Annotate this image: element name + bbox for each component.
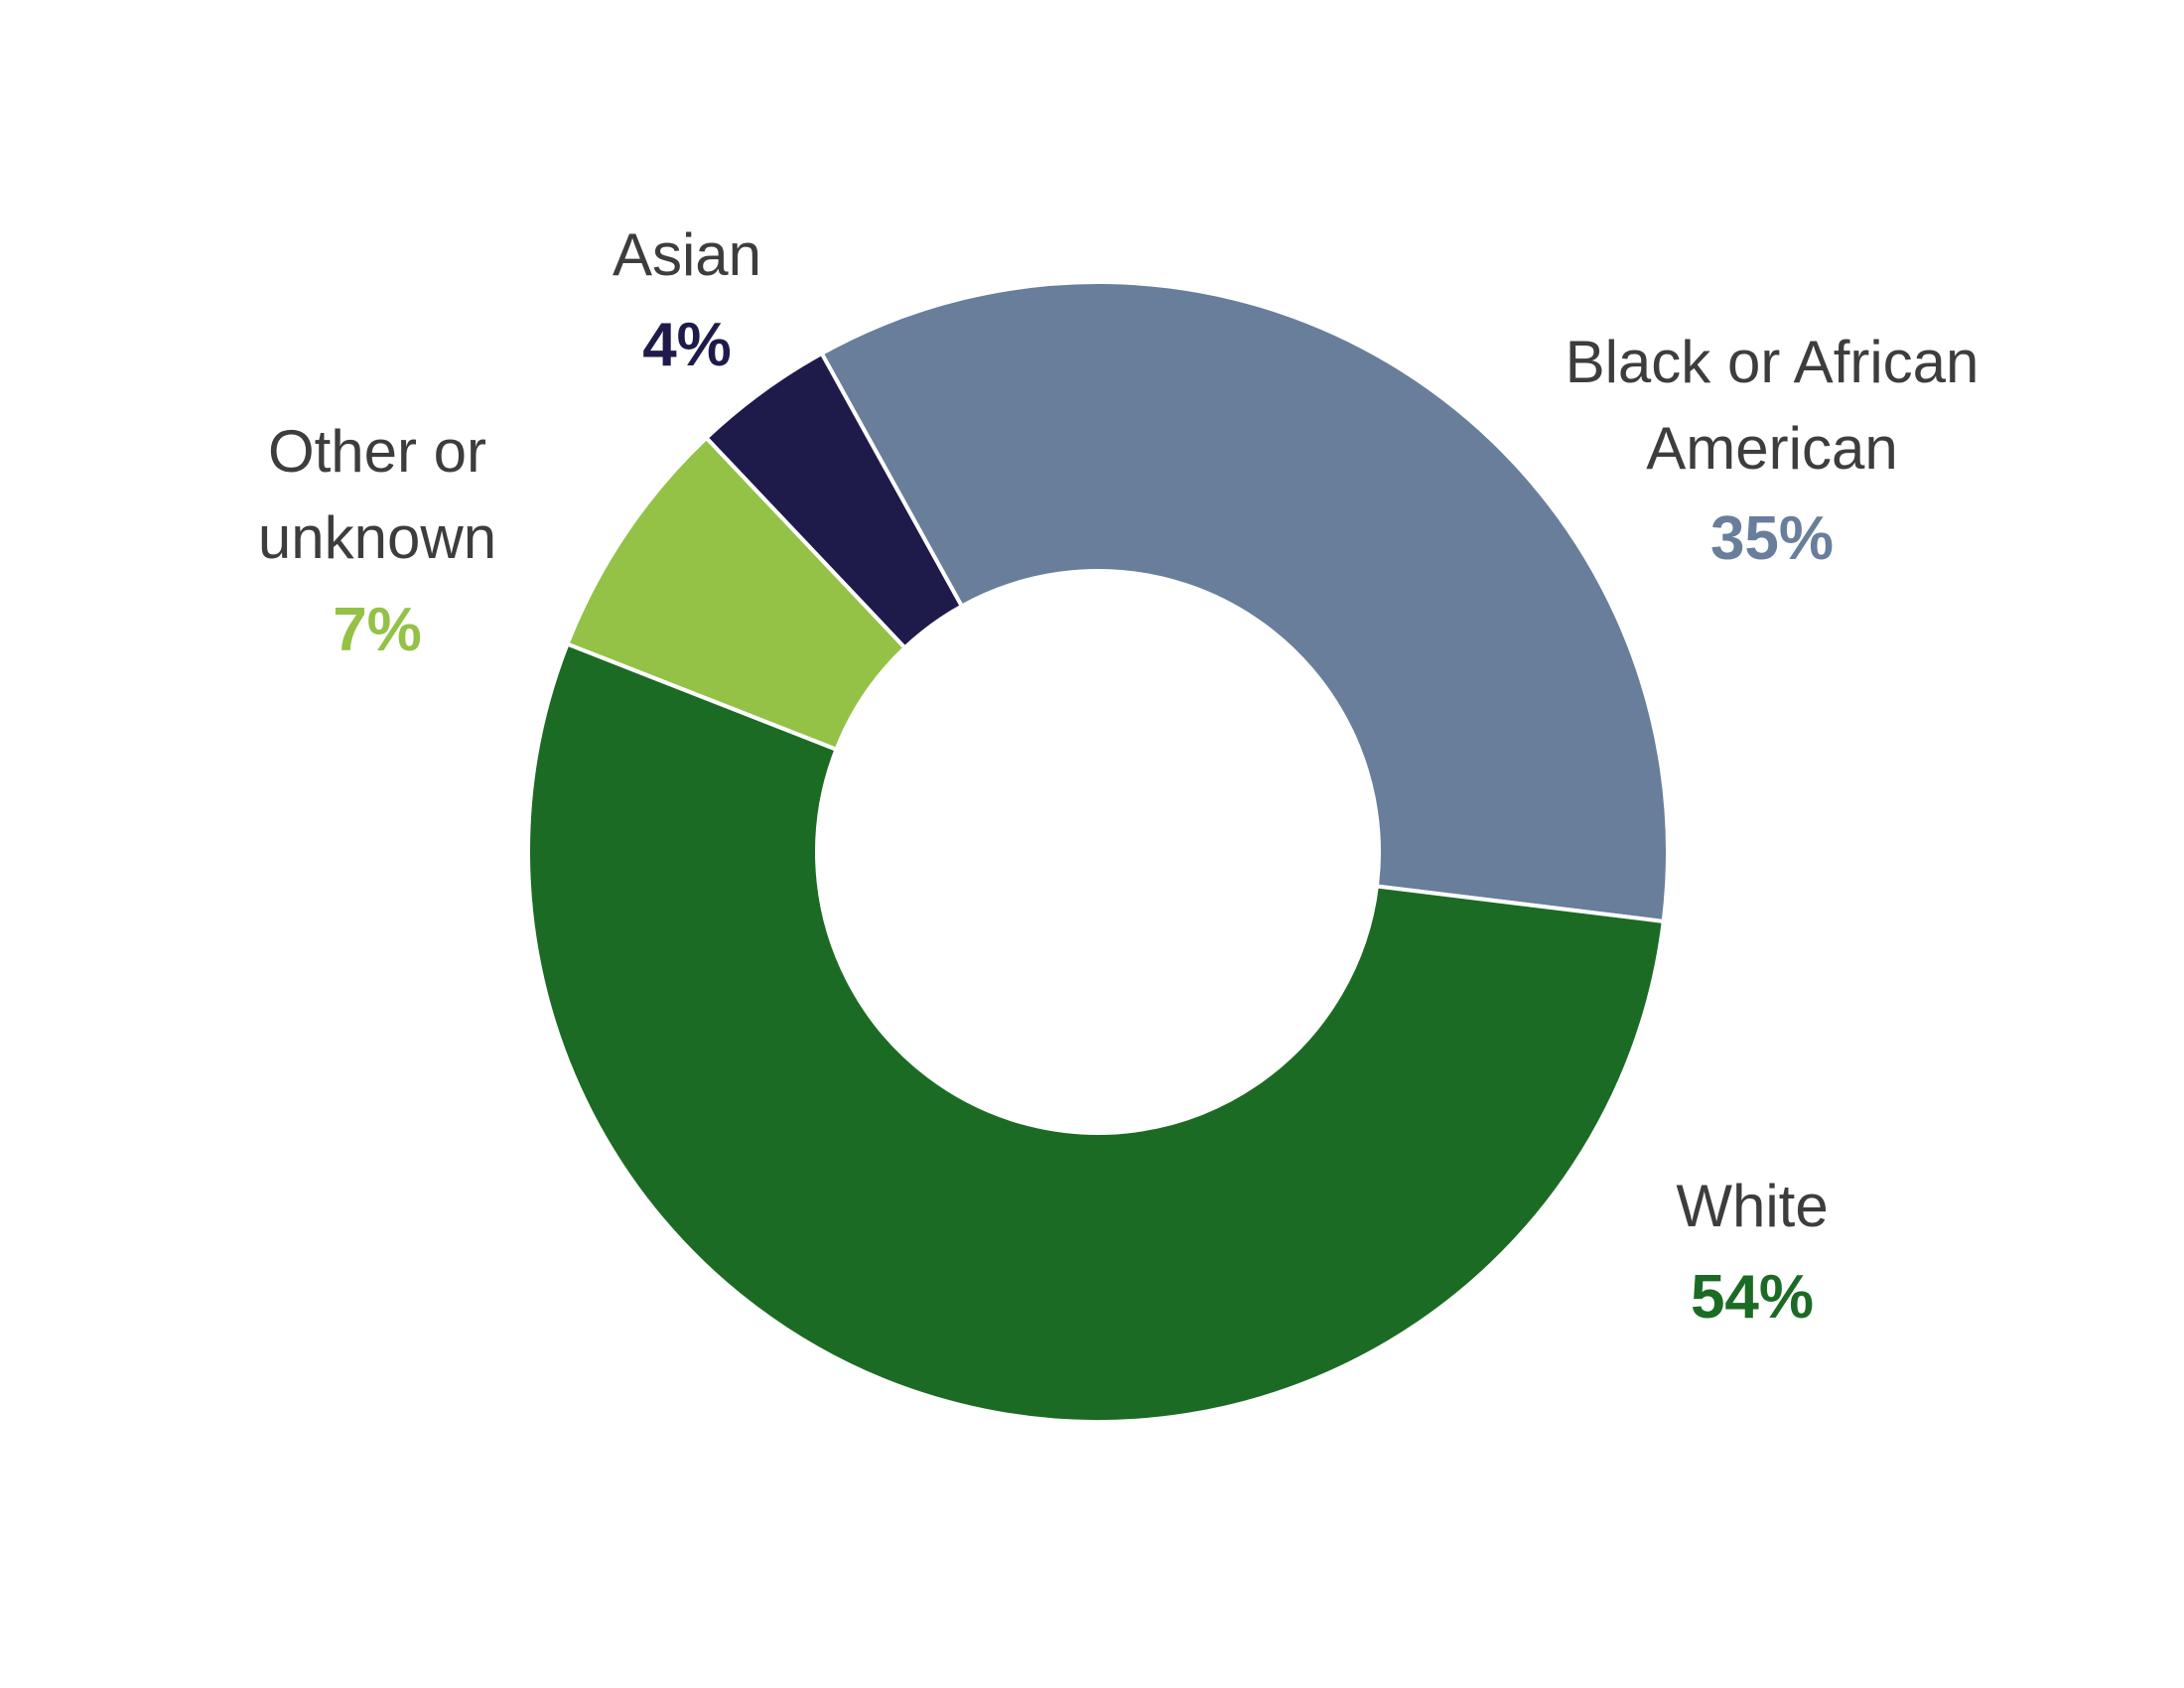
label-black-or-african-american-line2: American [1646,415,1897,482]
slice-asian [704,351,964,650]
label-white: White [1676,1173,1828,1239]
donut-slices [526,280,1670,1424]
value-white: 54% [1691,1263,1814,1332]
label-asian: Asian [613,221,761,288]
label-black-or-african-american: Black or African [1566,329,1979,395]
label-other-or-unknown-line2: unknown [258,504,496,571]
label-other-or-unknown: Other or [268,418,486,485]
value-other-or-unknown: 7% [333,596,422,664]
value-asian: 4% [642,311,732,379]
value-black-or-african-american: 35% [1710,504,1834,573]
slice-white [526,641,1666,1424]
slice-black-or-african-american [819,280,1670,923]
